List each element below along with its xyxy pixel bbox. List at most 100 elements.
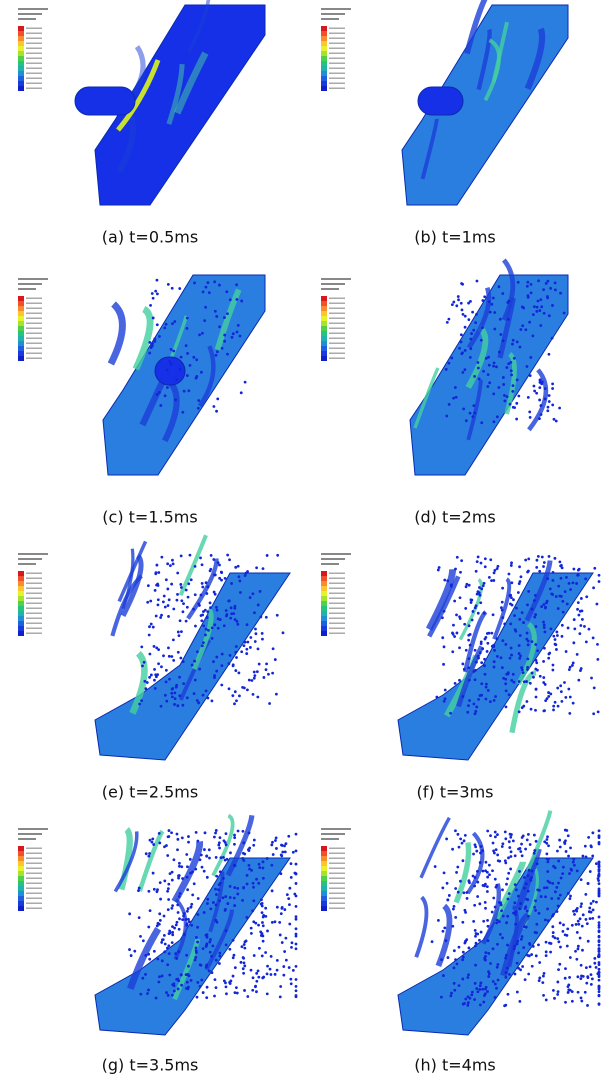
debris-particle <box>198 333 201 336</box>
debris-particle <box>464 998 467 1001</box>
debris-particle <box>497 979 500 982</box>
stress-band <box>416 897 426 957</box>
legend-tick <box>329 908 345 910</box>
debris-particle <box>274 973 277 976</box>
debris-particle <box>498 285 501 288</box>
debris-particle <box>548 394 551 397</box>
debris-particle <box>556 937 559 940</box>
debris-particle <box>507 856 510 859</box>
debris-particle <box>474 712 477 715</box>
debris-particle <box>206 616 209 619</box>
debris-particle <box>229 885 232 888</box>
legend-header-line <box>18 283 42 285</box>
debris-particle <box>223 334 226 337</box>
debris-particle <box>519 968 522 971</box>
debris-particle <box>461 663 464 666</box>
debris-particle <box>458 946 461 949</box>
debris-particle <box>280 854 283 857</box>
debris-particle <box>564 1001 567 1004</box>
debris-particle <box>232 663 235 666</box>
debris-particle <box>451 848 454 851</box>
debris-particle <box>477 367 480 370</box>
debris-particle <box>196 913 199 916</box>
debris-particle <box>516 962 519 965</box>
debris-particle <box>173 320 176 323</box>
debris-particle <box>212 558 215 561</box>
debris-particle <box>458 347 461 350</box>
debris-particle <box>146 601 149 604</box>
legend-tick <box>329 338 345 340</box>
panel <box>18 275 265 475</box>
debris-particle <box>187 907 190 910</box>
debris-particle <box>266 857 269 860</box>
debris-particle <box>155 615 158 618</box>
debris-particle <box>178 874 181 877</box>
debris-particle <box>527 973 530 976</box>
legend-swatch <box>321 576 327 581</box>
legend-tick <box>26 53 42 55</box>
panel-caption: (a) t=0.5ms <box>102 228 198 247</box>
debris-particle <box>580 878 583 881</box>
debris-particle <box>158 842 161 845</box>
debris-particle <box>185 620 188 623</box>
debris-particle <box>230 582 233 585</box>
debris-particle <box>481 988 484 991</box>
debris-particle <box>530 283 533 286</box>
debris-particle <box>202 610 205 613</box>
debris-particle <box>151 841 154 844</box>
debris-particle <box>178 694 181 697</box>
debris-particle <box>493 569 496 572</box>
debris-particle <box>242 830 245 833</box>
debris-particle <box>534 909 537 912</box>
debris-particle <box>545 950 548 953</box>
legend-swatch <box>321 66 327 71</box>
debris-particle <box>509 657 512 660</box>
debris-particle <box>245 572 248 575</box>
debris-particle <box>450 585 453 588</box>
debris-particle <box>144 973 147 976</box>
debris-particle <box>574 950 577 953</box>
debris-particle <box>506 915 509 918</box>
debris-particle <box>494 906 497 909</box>
debris-particle <box>189 906 192 909</box>
panel-caption: (g) t=3.5ms <box>102 1056 199 1075</box>
debris-particle <box>261 935 264 938</box>
legend-tick <box>26 623 42 625</box>
debris-particle <box>560 595 563 598</box>
debris-particle <box>475 942 478 945</box>
debris-particle <box>501 616 504 619</box>
debris-particle <box>146 992 149 995</box>
debris-particle <box>171 931 174 934</box>
debris-particle <box>145 852 148 855</box>
legend-swatch <box>18 326 24 331</box>
debris-particle <box>261 905 264 908</box>
debris-particle <box>501 601 504 604</box>
debris-particle <box>167 283 170 286</box>
debris-particle <box>178 287 181 290</box>
debris-particle <box>446 882 449 885</box>
debris-particle <box>171 287 174 290</box>
debris-particle <box>479 651 482 654</box>
debris-particle <box>501 666 504 669</box>
debris-particle <box>232 956 235 959</box>
debris-particle <box>452 633 455 636</box>
panel <box>18 535 290 760</box>
debris-particle <box>577 948 580 951</box>
debris-particle <box>170 907 173 910</box>
debris-particle <box>290 862 293 865</box>
debris-particle <box>258 663 261 666</box>
debris-particle <box>269 968 272 971</box>
debris-particle <box>251 592 254 595</box>
legend-tick <box>329 608 345 610</box>
legend-tick <box>329 353 345 355</box>
debris-particle <box>537 555 540 558</box>
debris-particle <box>507 362 510 365</box>
debris-particle <box>493 649 496 652</box>
debris-particle <box>244 941 247 944</box>
projectile <box>418 87 463 115</box>
debris-particle <box>158 832 161 835</box>
debris-particle <box>557 882 560 885</box>
debris-particle <box>243 687 246 690</box>
debris-particle <box>148 653 151 656</box>
debris-particle <box>149 909 152 912</box>
